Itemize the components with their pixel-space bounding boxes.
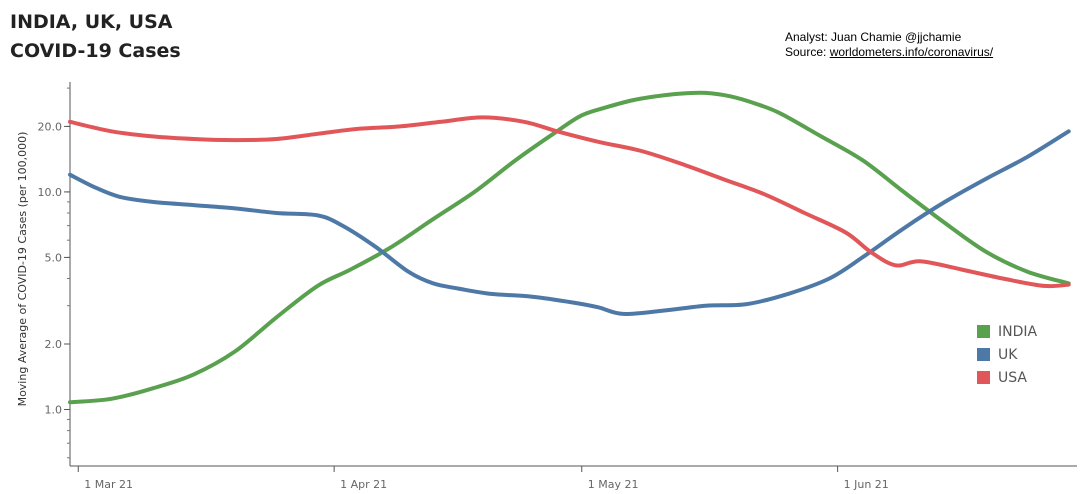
credits: Analyst: Juan Chamie @jjchamie Source: w… (785, 30, 993, 60)
legend-label-usa: USA (998, 369, 1027, 386)
source-credit: Source: worldometers.info/coronavirus/ (785, 45, 993, 60)
y-axis-label: Moving Average of COVID-19 Cases (per 10… (16, 132, 29, 407)
y-tick-label: 2.0 (45, 338, 63, 351)
analyst-credit: Analyst: Juan Chamie @jjchamie (785, 30, 962, 44)
x-tick-label: 1 Jun 21 (844, 478, 889, 491)
y-tick-label: 20.0 (38, 120, 63, 133)
x-tick-label: 1 Mar 21 (84, 478, 133, 491)
x-tick-label: 1 May 21 (588, 478, 639, 491)
legend-item-usa[interactable]: USA (977, 366, 1037, 389)
legend-item-uk[interactable]: UK (977, 343, 1037, 366)
legend-label-india: INDIA (998, 323, 1038, 340)
legend-swatch-india (977, 325, 990, 338)
chart-axes: 1.0 2.0 5.0 10.0 20.0 1 Mar 21 1 Apr 21 1 May 2… (16, 82, 1077, 491)
legend-swatch-uk (977, 348, 990, 361)
legend-label-uk: UK (998, 346, 1018, 363)
legend: INDIA UK USA (977, 320, 1037, 389)
source-link[interactable]: worldometers.info/coronavirus/ (829, 45, 994, 59)
title-line-2: COVID-19 Cases (10, 40, 181, 62)
series-line-uk (68, 129, 1071, 316)
legend-item-india[interactable]: INDIA (977, 320, 1037, 343)
series-layer (68, 90, 1071, 405)
source-prefix: Source: (785, 45, 830, 59)
y-tick-label: 10.0 (38, 186, 63, 199)
x-tick-label: 1 Apr 21 (340, 478, 387, 491)
title-line-1: INDIA, UK, USA (10, 11, 173, 33)
chart-title: INDIA, UK, USA COVID-19 Cases (10, 8, 181, 66)
y-tick-label: 1.0 (45, 404, 63, 417)
legend-swatch-usa (977, 371, 990, 384)
y-tick-label: 5.0 (45, 251, 63, 264)
series-line-usa (68, 115, 1071, 289)
series-line-india (68, 90, 1071, 405)
